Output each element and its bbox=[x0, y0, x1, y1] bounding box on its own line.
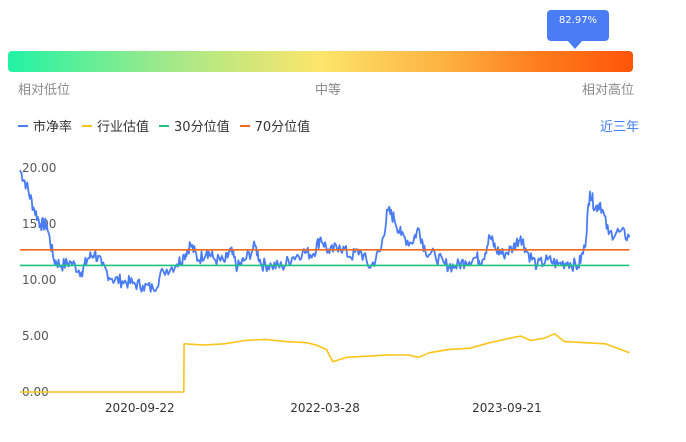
legend-item-industry[interactable]: 行业估值 bbox=[82, 116, 149, 135]
legend-swatch-pb bbox=[18, 124, 28, 127]
legend-item-p70[interactable]: 70分位值 bbox=[239, 116, 311, 135]
chart-legend: 市净率 行业估值 30分位值 70分位值 bbox=[18, 116, 320, 135]
legend-label-p70: 70分位值 bbox=[254, 120, 311, 135]
scale-low-label: 相对低位 bbox=[18, 83, 71, 98]
legend-swatch-p30 bbox=[159, 124, 170, 127]
percentile-value: 82.97% bbox=[558, 15, 598, 26]
y-tick-label: 10.00 bbox=[22, 273, 56, 287]
legend-item-p30[interactable]: 30分位值 bbox=[159, 116, 230, 135]
x-tick-label: 2022-03-28 bbox=[290, 401, 360, 415]
series-line-industry bbox=[20, 333, 630, 393]
legend-swatch-p70 bbox=[239, 124, 250, 127]
period-selector-link[interactable]: 近三年 bbox=[600, 120, 640, 135]
scale-high-label: 相对高位 bbox=[582, 83, 635, 98]
series-line-pb bbox=[19, 169, 631, 293]
valuation-gradient-bar bbox=[8, 51, 633, 72]
x-tick-label: 2023-09-21 bbox=[472, 401, 542, 415]
x-tick-label: 2020-09-22 bbox=[105, 401, 175, 415]
legend-label-pb: 市净率 bbox=[33, 120, 73, 135]
y-tick-label: 5.00 bbox=[22, 329, 49, 343]
y-tick-label: 20.00 bbox=[22, 161, 56, 175]
scale-mid-label: 中等 bbox=[315, 83, 342, 98]
legend-item-pb[interactable]: 市净率 bbox=[18, 116, 72, 135]
legend-label-industry: 行业估值 bbox=[97, 120, 150, 135]
percentile-bubble: 82.97% bbox=[547, 10, 609, 49]
legend-swatch-industry bbox=[82, 124, 93, 127]
legend-label-p30: 30分位值 bbox=[174, 120, 230, 135]
